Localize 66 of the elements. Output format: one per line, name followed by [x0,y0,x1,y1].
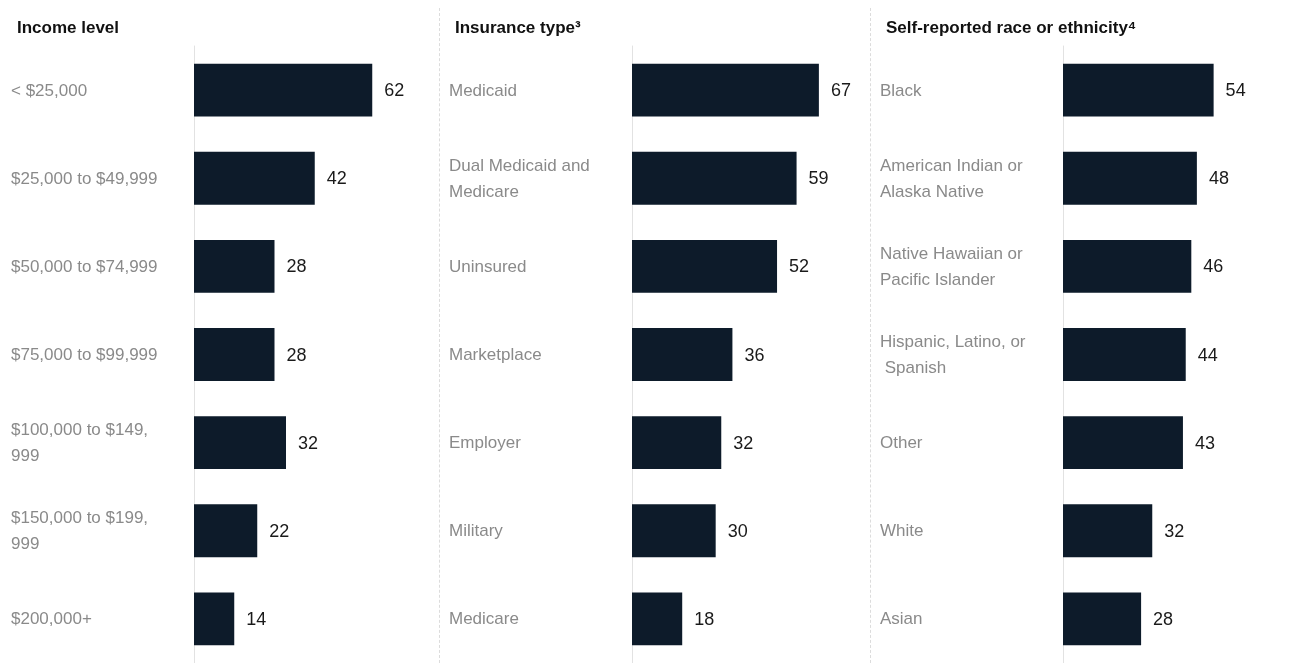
y-tick-label: Other [880,433,923,453]
bar [194,416,286,470]
data-label: 30 [727,520,748,541]
y-tick-label: $100,000 to $149,999 [11,420,149,466]
y-tick-label: Native Hawaiian or Pacific Islander [880,243,1028,289]
data-label: 67 [830,80,851,101]
chart-title: Self-reported race or ethnicity⁴ [886,18,1137,37]
bar [1063,592,1142,646]
bar [632,151,797,205]
data-label: 48 [1208,168,1229,189]
data-label: 28 [286,256,307,277]
y-tick-label: Military [449,521,504,541]
bar [194,592,235,646]
bar [632,239,778,293]
data-label: 32 [733,432,754,453]
bar [632,63,819,117]
y-tick-label: Employer [449,433,522,453]
data-label: 36 [744,344,765,365]
bar [632,504,716,558]
data-label: 52 [789,256,810,277]
y-tick-label: $200,000+ [11,609,92,629]
data-label: 14 [246,608,267,629]
data-label: 18 [694,608,715,629]
y-tick-label: Medicaid [449,80,518,100]
y-tick-label: Hispanic, Latino, or Spanish [880,332,1026,377]
bar [632,592,683,646]
data-label: 59 [808,168,829,189]
data-label: 46 [1203,256,1224,277]
bar [194,151,315,205]
chart-title: Insurance type³ [455,18,581,37]
data-label: 28 [286,344,307,365]
chart-title: Income level [17,18,120,37]
y-tick-label: $25,000 to $49,999 [11,168,158,188]
bar [1063,328,1186,381]
y-tick-label: Black [880,80,923,100]
bar [194,504,258,558]
bar [1063,151,1197,205]
y-tick-label: Dual Medicaid and Medicare [449,155,595,201]
y-tick-label: Marketplace [449,345,542,364]
data-label: 54 [1225,80,1246,101]
y-tick-label: < $25,000 [11,80,88,100]
data-label: 28 [1153,608,1174,629]
y-tick-label: $150,000 to $199,999 [11,508,149,554]
y-tick-label: American Indian or Alaska Native [880,155,1028,201]
bar [1063,239,1192,293]
bar [194,328,275,381]
y-tick-label: White [880,521,924,541]
bar [632,416,722,470]
y-tick-label: Asian [880,609,923,629]
y-tick-label: Uninsured [449,256,527,276]
bar [194,239,275,293]
data-label: 43 [1194,432,1215,453]
data-label: 32 [298,432,319,453]
bar [632,328,733,381]
bar [1063,504,1153,558]
data-label: 22 [269,520,290,541]
data-label: 42 [326,168,347,189]
y-tick-label: $50,000 to $74,999 [11,256,158,276]
bar [1063,63,1214,117]
bar [1063,416,1183,470]
data-label: 32 [1164,520,1185,541]
data-label: 44 [1197,344,1218,365]
bar [194,63,373,117]
y-tick-label: $75,000 to $99,999 [11,345,158,364]
y-tick-label: Medicare [449,609,519,629]
data-label: 62 [384,80,405,101]
